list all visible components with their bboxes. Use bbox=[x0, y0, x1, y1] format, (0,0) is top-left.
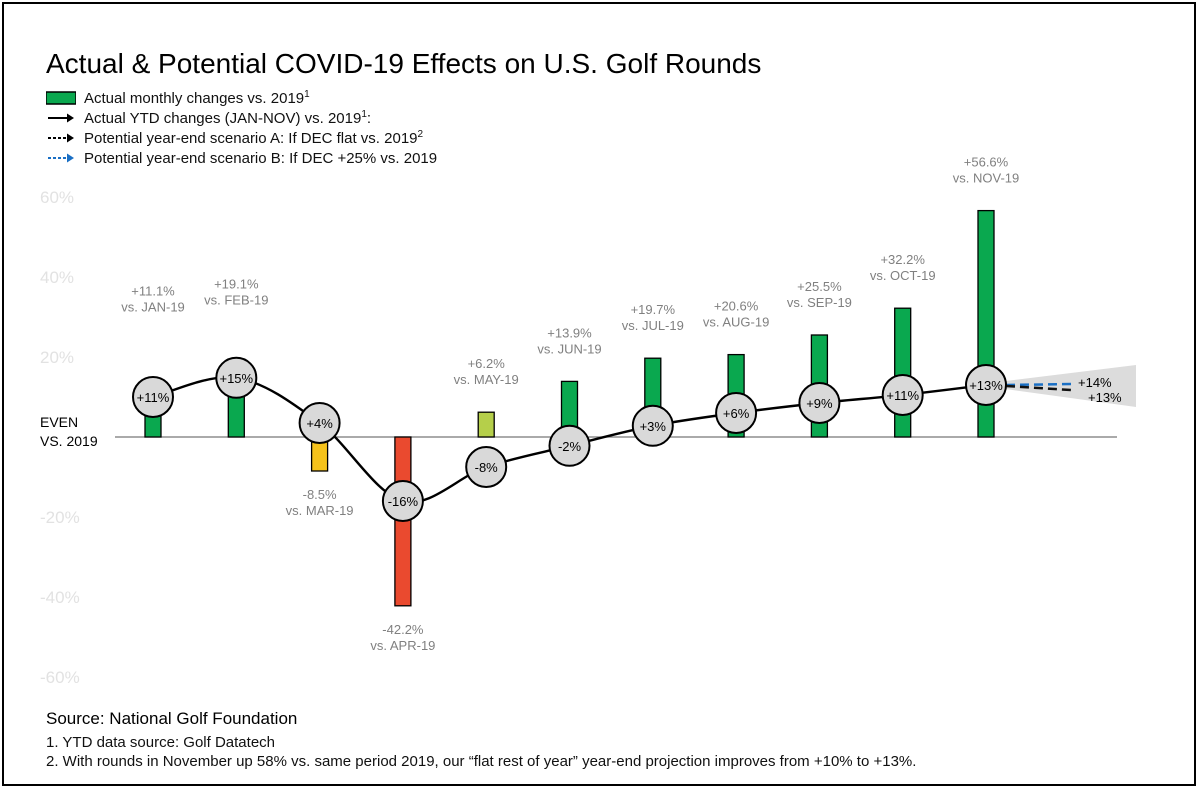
ytd-marker bbox=[298, 402, 341, 444]
ytd-value-label: +11% bbox=[886, 388, 919, 403]
legend-label: Potential year-end scenario B: If DEC +2… bbox=[84, 150, 438, 167]
source-notes: Source: National Golf Foundation 1. YTD … bbox=[46, 709, 916, 771]
ytd-marker bbox=[381, 480, 424, 522]
bar-value-label: +19.7% bbox=[631, 302, 676, 317]
ytd-marker bbox=[715, 392, 758, 434]
legend-footnote: 2 bbox=[417, 129, 424, 140]
ytd-value-label: -16% bbox=[388, 494, 419, 509]
chart-title: Actual & Potential COVID-19 Effects on U… bbox=[46, 48, 762, 79]
ytd-marker bbox=[631, 404, 674, 447]
bar-value-label: +25.5% bbox=[797, 279, 842, 294]
y-tick-label: 60% bbox=[40, 188, 74, 207]
y-tick-label: -60% bbox=[40, 668, 80, 687]
bar-period-label: vs. JAN-19 bbox=[121, 300, 185, 315]
bar-period-label: vs. APR-19 bbox=[370, 638, 435, 653]
footnote-1: 1. YTD data source: Golf Datatech bbox=[46, 734, 276, 751]
bar-period-label: vs. MAR-19 bbox=[286, 503, 354, 518]
projection-band bbox=[998, 365, 1136, 407]
bar-may bbox=[477, 411, 495, 438]
bar-value-label: +11.1% bbox=[131, 284, 175, 299]
ytd-marker bbox=[798, 382, 841, 424]
bar-period-label: vs. MAY-19 bbox=[454, 372, 519, 387]
ytd-marker bbox=[132, 376, 174, 418]
legend-footnote: 1 bbox=[361, 109, 367, 120]
ytd-marker bbox=[215, 356, 258, 399]
bar-period-label: vs. AUG-19 bbox=[703, 315, 769, 330]
y-tick-label: -40% bbox=[40, 588, 80, 607]
bar-period-label: vs. JUN-19 bbox=[537, 341, 601, 356]
bar-period-label: vs. FEB-19 bbox=[204, 293, 268, 308]
ytd-value-label: +4% bbox=[306, 416, 333, 431]
scenario-a-label: +13% bbox=[1088, 390, 1122, 405]
ytd-value-label: +6% bbox=[723, 406, 750, 421]
bar-oct bbox=[894, 307, 912, 438]
ytd-value-label: +11% bbox=[137, 390, 170, 405]
bar-period-label: vs. SEP-19 bbox=[787, 295, 852, 310]
bar-period-label: vs. JUL-19 bbox=[622, 318, 684, 333]
zero-label: EVEN bbox=[40, 414, 78, 430]
y-tick-label: 20% bbox=[40, 348, 74, 367]
ytd-marker bbox=[465, 446, 508, 488]
ytd-value-label: -2% bbox=[558, 439, 582, 454]
legend-label: Potential year-end scenario A: If DEC fl… bbox=[84, 130, 418, 147]
footnote-2: 2. With rounds in November up 58% vs. sa… bbox=[46, 753, 917, 770]
bar-value-label: +13.9% bbox=[547, 325, 592, 340]
bar-period-label: vs. NOV-19 bbox=[953, 171, 1019, 186]
black-dashed-arrow-icon bbox=[48, 133, 74, 143]
bar-value-label: +32.2% bbox=[880, 252, 925, 267]
ytd-value-label: +9% bbox=[806, 396, 833, 411]
legend-label: Actual monthly changes vs. 2019 bbox=[84, 90, 305, 107]
ytd-marker bbox=[965, 364, 1007, 406]
bar-value-label: +6.2% bbox=[468, 356, 506, 371]
bar-value-label: -42.2% bbox=[382, 622, 424, 637]
legend-footnote: 1 bbox=[304, 89, 310, 100]
scenario-b-label: +14% bbox=[1078, 375, 1112, 390]
bar-period-label: vs. OCT-19 bbox=[870, 268, 936, 283]
scenario-a-line bbox=[1005, 384, 1075, 392]
legend-label: Actual YTD changes (JAN-NOV) vs. 2019 bbox=[84, 110, 362, 127]
ytd-marker bbox=[548, 424, 591, 467]
ytd-marker bbox=[881, 374, 924, 416]
y-tick-label: 40% bbox=[40, 268, 74, 287]
zero-label: VS. 2019 bbox=[40, 433, 98, 449]
scenario-b-line bbox=[1005, 382, 1075, 387]
ytd-value-label: +15% bbox=[219, 371, 253, 386]
bar-value-label: +20.6% bbox=[714, 299, 759, 314]
ytd-value-label: +13% bbox=[969, 378, 1003, 393]
black-arrow-icon bbox=[48, 113, 74, 123]
ytd-value-label: -8% bbox=[475, 460, 499, 475]
bar-value-label: -8.5% bbox=[303, 487, 337, 502]
blue-dashed-arrow-icon bbox=[48, 153, 74, 163]
y-tick-label: -20% bbox=[40, 508, 80, 527]
bar-value-label: +56.6% bbox=[964, 155, 1009, 170]
green-bar-swatch-icon bbox=[46, 91, 76, 105]
ytd-value-label: +3% bbox=[640, 419, 667, 434]
source-title: Source: National Golf Foundation bbox=[46, 709, 298, 728]
bar-value-label: +19.1% bbox=[214, 277, 259, 292]
